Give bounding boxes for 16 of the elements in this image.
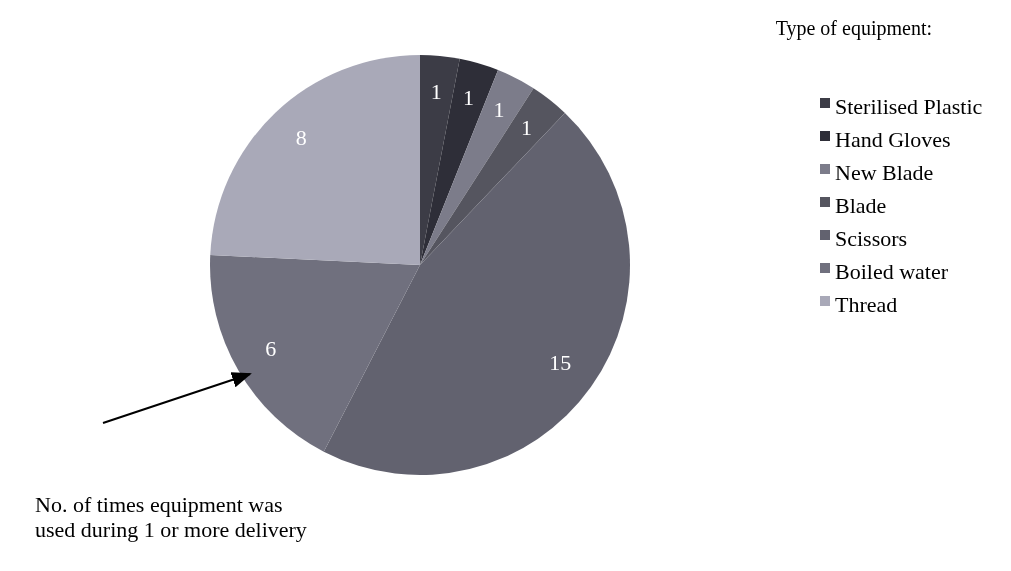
data-label: 1	[520, 114, 532, 140]
legend-title: Type of equipment:	[775, 17, 932, 40]
data-label: 8	[295, 125, 307, 151]
legend-label: Thread	[835, 292, 898, 318]
data-label: 15	[549, 349, 572, 375]
text: No. of times equipment was used during 1 or more delivery	[35, 492, 308, 542]
data-label: 1	[493, 96, 505, 122]
data-label: 6	[265, 336, 277, 362]
legend-label: New Blade	[835, 160, 934, 186]
legend-label: Scissors	[835, 226, 908, 252]
data-label: 1	[430, 78, 442, 104]
legend-label: Hand Gloves	[835, 127, 951, 153]
legend-label: Sterilised Plastic	[835, 94, 983, 120]
legend-label: Boiled water	[835, 259, 949, 285]
data-label: 1	[463, 84, 475, 110]
legend-label: Blade	[835, 193, 887, 219]
